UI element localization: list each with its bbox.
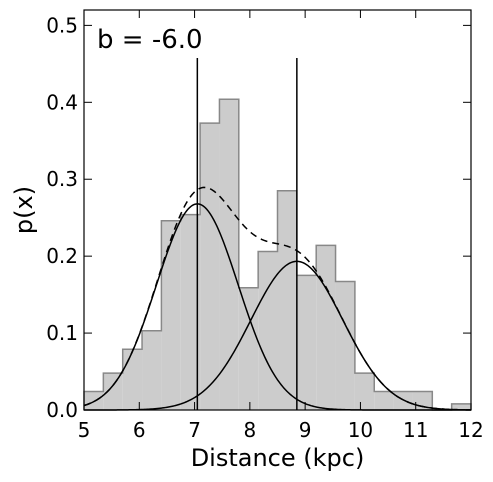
annotation-label: b = -6.0 — [97, 25, 203, 55]
histogram-bar — [84, 391, 104, 410]
histogram-bar — [296, 275, 317, 410]
histogram-bar — [161, 220, 181, 410]
histogram-bar — [335, 281, 355, 410]
x-tick-label: 7 — [188, 418, 201, 442]
histogram-bar — [200, 123, 220, 411]
y-tick-label: 0.0 — [46, 398, 78, 422]
component-curve — [84, 260, 472, 411]
histogram-bar — [258, 251, 278, 410]
x-tick-label: 11 — [403, 418, 428, 442]
y-axis-label: p(x) — [10, 186, 38, 234]
histogram-outline — [83, 98, 472, 411]
histogram-bar — [451, 403, 471, 410]
histogram-bar — [142, 330, 162, 410]
x-tick-label: 5 — [78, 418, 91, 442]
x-tick-label: 10 — [348, 418, 373, 442]
histogram-bar — [219, 99, 239, 410]
sum-curve — [83, 186, 472, 411]
histogram-bar — [122, 349, 143, 410]
histogram-bar — [316, 245, 336, 410]
x-axis-label: Distance (kpc) — [191, 444, 365, 472]
histogram-bar — [277, 190, 297, 410]
y-tick-label: 0.2 — [46, 244, 78, 268]
x-tick-label: 12 — [458, 418, 483, 442]
y-tick-label: 0.3 — [46, 167, 78, 191]
y-ticks: 0.0 0.1 0.2 0.3 0.4 0.5 — [46, 13, 471, 422]
x-tick-label: 8 — [243, 418, 256, 442]
histogram-bar — [354, 373, 375, 410]
y-tick-label: 0.1 — [46, 321, 78, 345]
y-tick-label: 0.4 — [46, 90, 78, 114]
histogram-bar — [374, 391, 394, 410]
histogram-bar — [238, 287, 259, 410]
histogram-bar — [103, 373, 123, 410]
x-tick-label: 9 — [299, 418, 312, 442]
plot-frame — [83, 9, 472, 411]
histogram-bar — [180, 214, 201, 410]
x-tick-label: 6 — [133, 418, 146, 442]
histogram-bar — [393, 391, 413, 410]
histogram-bars — [83, 98, 472, 411]
x-ticks: 5 6 7 8 9 10 11 12 — [78, 10, 484, 442]
vertical-lines — [196, 58, 298, 410]
y-tick-label: 0.5 — [46, 13, 78, 37]
